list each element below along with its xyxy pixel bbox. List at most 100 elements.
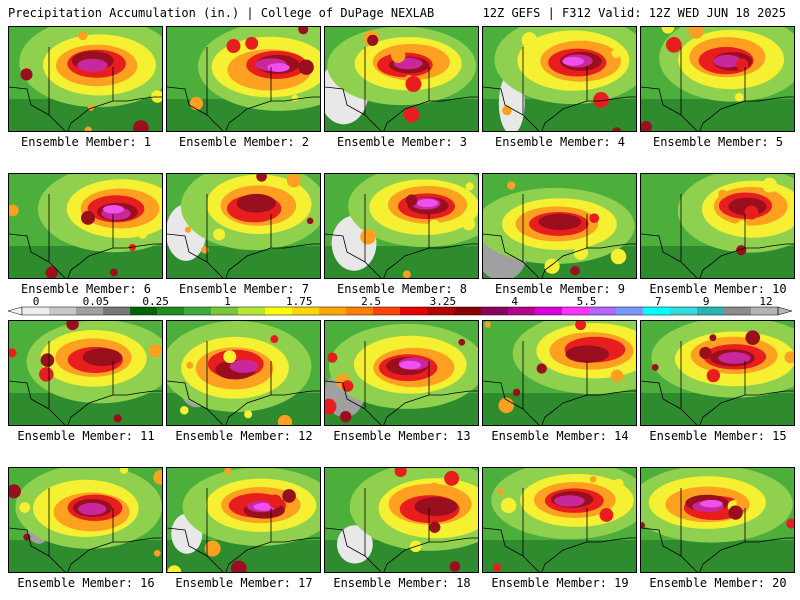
state-outline <box>483 341 636 425</box>
colorbar-tick-label: 9 <box>703 296 710 308</box>
panel-label: Ensemble Member: 16 <box>17 576 155 590</box>
map-panel <box>324 467 479 573</box>
panel-label: Ensemble Member: 20 <box>649 576 787 590</box>
map-panel <box>640 26 795 132</box>
map-panel <box>8 173 163 279</box>
state-outline <box>641 47 794 131</box>
colorbar-segment <box>751 307 779 315</box>
colorbar-segment <box>481 307 509 315</box>
panel-label: Ensemble Member: 12 <box>175 429 313 443</box>
colorbar-tick-label: 1.75 <box>286 296 313 308</box>
colorbar-segment <box>49 307 77 315</box>
map-panel <box>640 320 795 426</box>
state-outline <box>641 341 794 425</box>
colorbar-tick-label: 5.5 <box>577 296 597 308</box>
panel-label: Ensemble Member: 14 <box>491 429 629 443</box>
panel-label: Ensemble Member: 3 <box>336 135 468 149</box>
colorbar-tick-label: 3.25 <box>430 296 457 308</box>
state-outline <box>483 194 636 278</box>
state-outline <box>167 47 320 131</box>
panel-label: Ensemble Member: 6 <box>20 282 152 296</box>
panel-label: Ensemble Member: 7 <box>178 282 310 296</box>
map-panel <box>640 173 795 279</box>
colorbar-tick-label: 12 <box>759 296 772 308</box>
state-outline <box>9 194 162 278</box>
state-outline <box>167 194 320 278</box>
panel-label: Ensemble Member: 8 <box>336 282 468 296</box>
panel-label: Ensemble Member: 11 <box>17 429 155 443</box>
colorbar: 0 0.05 0.25 1 1.75 2.5 3.25 4 5.5 7 9 12 <box>8 296 792 316</box>
panel-label: Ensemble Member: 4 <box>494 135 626 149</box>
map-panel <box>324 173 479 279</box>
map-panel <box>8 320 163 426</box>
colorbar-segment <box>265 307 293 315</box>
colorbar-tick-label: 2.5 <box>361 296 381 308</box>
colorbar-segment <box>589 307 617 315</box>
panel-label: Ensemble Member: 15 <box>649 429 787 443</box>
state-outline <box>325 341 478 425</box>
map-panel <box>166 26 321 132</box>
panel-label: Ensemble Member: 18 <box>333 576 471 590</box>
colorbar-tick-label: 0 <box>33 296 40 308</box>
colorbar-segment <box>400 307 428 315</box>
panel-label: Ensemble Member: 17 <box>175 576 313 590</box>
map-panel <box>482 467 637 573</box>
colorbar-segment <box>697 307 725 315</box>
colorbar-segment <box>373 307 401 315</box>
colorbar-right-arrow <box>777 306 792 316</box>
panel-label: Ensemble Member: 5 <box>652 135 784 149</box>
state-outline <box>483 488 636 572</box>
colorbar-segment <box>103 307 131 315</box>
state-outline <box>9 47 162 131</box>
state-outline <box>641 194 794 278</box>
colorbar-segment <box>292 307 320 315</box>
chart-title: Precipitation Accumulation (in.) | Colle… <box>8 6 435 20</box>
map-panel <box>324 320 479 426</box>
state-outline <box>641 488 794 572</box>
map-panel <box>8 26 163 132</box>
map-panel <box>482 173 637 279</box>
colorbar-tick-label: 0.05 <box>83 296 110 308</box>
colorbar-segment <box>562 307 590 315</box>
state-outline <box>325 194 478 278</box>
colorbar-tick-label: 0.25 <box>142 296 169 308</box>
colorbar-tick-label: 7 <box>655 296 662 308</box>
colorbar-tick-label: 1 <box>224 296 231 308</box>
colorbar-segment <box>76 307 104 315</box>
colorbar-segment <box>508 307 536 315</box>
map-panel <box>166 467 321 573</box>
colorbar-segment <box>670 307 698 315</box>
map-panel <box>166 320 321 426</box>
panel-label: Ensemble Member: 13 <box>333 429 471 443</box>
map-panel <box>482 320 637 426</box>
state-outline <box>325 488 478 572</box>
state-outline <box>167 488 320 572</box>
colorbar-segment <box>157 307 185 315</box>
colorbar-segment <box>724 307 752 315</box>
colorbar-segment <box>184 307 212 315</box>
colorbar-segment <box>238 307 266 315</box>
colorbar-segment <box>427 307 455 315</box>
colorbar-segment <box>319 307 347 315</box>
panel-label: Ensemble Member: 9 <box>494 282 626 296</box>
map-panel <box>640 467 795 573</box>
panel-label: Ensemble Member: 10 <box>649 282 787 296</box>
state-outline <box>483 47 636 131</box>
colorbar-left-arrow <box>8 306 23 316</box>
colorbar-segment <box>211 307 239 315</box>
map-panel <box>166 173 321 279</box>
colorbar-segment <box>643 307 671 315</box>
map-panel <box>482 26 637 132</box>
state-outline <box>325 47 478 131</box>
colorbar-tick-label: 4 <box>511 296 518 308</box>
colorbar-segment <box>454 307 482 315</box>
map-panel <box>8 467 163 573</box>
colorbar-segment <box>22 307 50 315</box>
colorbar-segment <box>535 307 563 315</box>
state-outline <box>9 488 162 572</box>
panel-label: Ensemble Member: 2 <box>178 135 310 149</box>
map-panel <box>324 26 479 132</box>
colorbar-segment <box>346 307 374 315</box>
panel-label: Ensemble Member: 19 <box>491 576 629 590</box>
panel-label: Ensemble Member: 1 <box>20 135 152 149</box>
